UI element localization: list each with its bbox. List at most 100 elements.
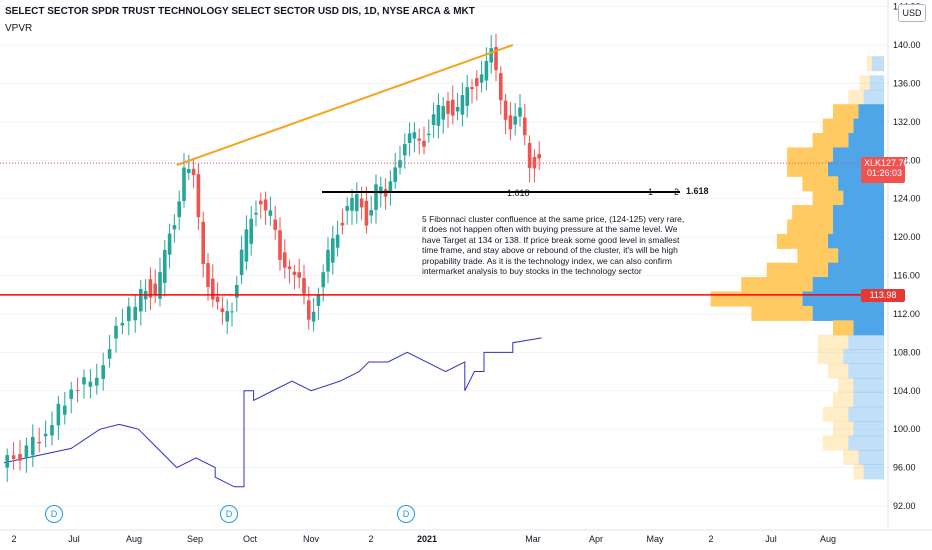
candle-body	[263, 199, 268, 211]
candle-body	[287, 266, 292, 270]
candle-body	[5, 455, 9, 468]
dividend-marker-1[interactable]: D	[45, 505, 63, 523]
overlay-lines-layer	[0, 44, 888, 296]
candle-body	[427, 133, 431, 136]
candle-body	[326, 249, 330, 272]
vp-bar-up	[822, 406, 849, 422]
vp-bar-up	[822, 118, 854, 134]
vp-bar-down	[853, 377, 884, 393]
candle-body	[307, 300, 311, 320]
candle-body	[278, 230, 282, 260]
candle-body	[513, 116, 517, 125]
vp-bar-down	[863, 464, 884, 480]
candle-body	[249, 218, 253, 244]
vp-bar-up	[787, 161, 828, 177]
candle-body	[163, 249, 167, 283]
time-tick-label: Jul	[765, 534, 777, 544]
vp-bar-down	[871, 56, 884, 72]
price-tick-label: 120.00	[893, 232, 921, 242]
candle-body	[417, 138, 421, 141]
indicator-label[interactable]: VPVR	[5, 23, 33, 34]
vp-bar-down	[843, 190, 884, 206]
candle-body	[470, 87, 474, 90]
candle-body	[24, 445, 29, 459]
vp-bar-down	[848, 363, 884, 379]
vp-bar-up	[787, 147, 833, 163]
candle-body	[211, 278, 215, 300]
candle-body	[350, 197, 354, 211]
grid-layer	[0, 6, 888, 507]
candle-body	[88, 381, 93, 387]
vp-bar-down	[827, 262, 884, 278]
candle-body	[107, 349, 112, 359]
candle-body	[441, 106, 445, 120]
candle-body	[518, 107, 522, 117]
vp-bar-down	[869, 75, 884, 91]
vp-bar-down	[848, 133, 884, 149]
vp-bar-up	[812, 133, 849, 149]
candle-body	[43, 433, 48, 437]
candle-body	[364, 200, 369, 226]
time-tick-label: Jul	[68, 534, 80, 544]
vp-bar-up	[833, 320, 854, 336]
candle-body	[101, 365, 105, 379]
time-tick-label: May	[646, 534, 664, 544]
vp-bar-up	[710, 291, 803, 307]
vp-bar-up	[802, 176, 839, 192]
price-tick-label: 116.00	[893, 271, 920, 281]
price-tick-label: 112.00	[893, 309, 920, 319]
candle-body	[259, 200, 263, 205]
candle-body	[388, 181, 393, 193]
vp-bar-up	[848, 89, 864, 105]
candle-body	[283, 252, 287, 268]
dividend-marker-3[interactable]: D	[397, 505, 415, 523]
bar-countdown: 01:26:03	[866, 168, 902, 178]
price-tick-label: 100.00	[893, 424, 921, 434]
vp-bar-down	[827, 233, 884, 249]
vp-bar-down	[853, 392, 884, 408]
vp-bar-up	[812, 190, 844, 206]
vp-bar-up	[822, 435, 849, 451]
candle-body	[239, 249, 244, 276]
candle-body	[215, 296, 220, 302]
candle-body	[220, 308, 225, 313]
vp-bar-up	[833, 104, 859, 120]
candle-body	[235, 285, 239, 298]
price-tick-label: 104.00	[893, 386, 921, 396]
price-tick-label: 124.00	[893, 194, 921, 204]
candle-body	[316, 295, 321, 306]
vp-bar-up	[866, 56, 872, 72]
candle-body	[196, 174, 201, 218]
vp-bar-up	[787, 219, 833, 235]
vp-bar-up	[838, 377, 854, 393]
candle-body	[18, 454, 22, 461]
candle-body	[254, 212, 258, 215]
time-tick-label: Aug	[126, 534, 142, 544]
price-tick-label: 92.00	[893, 501, 916, 511]
candle-body	[37, 441, 41, 444]
fib-label-right: 1.618	[686, 186, 709, 196]
candle-body	[355, 194, 359, 212]
price-tick-label: 132.00	[893, 117, 921, 127]
candle-body	[475, 78, 479, 87]
step-line	[3, 337, 542, 488]
time-axis-layer: 2 Jul Aug Sep Oct Nov 2 2021 Mar Apr May 2 Jul Aug	[0, 529, 932, 544]
fib-marker-one: 1	[648, 187, 654, 197]
candle-body	[455, 106, 460, 112]
candle-body	[191, 168, 196, 176]
fib-marker-two: 2	[674, 187, 680, 197]
candle-body	[508, 115, 513, 130]
time-tick-label: Nov	[303, 534, 320, 544]
time-tick-label: Sep	[187, 534, 203, 544]
candle-body	[63, 405, 67, 415]
candle-body	[499, 73, 503, 101]
currency-badge[interactable]: USD	[898, 4, 926, 22]
candle-body	[335, 234, 340, 248]
candle-body	[268, 210, 273, 216]
candle-body	[489, 48, 493, 63]
candle-body	[11, 455, 16, 459]
candle-body	[148, 279, 153, 298]
dividend-marker-2[interactable]: D	[220, 505, 238, 523]
